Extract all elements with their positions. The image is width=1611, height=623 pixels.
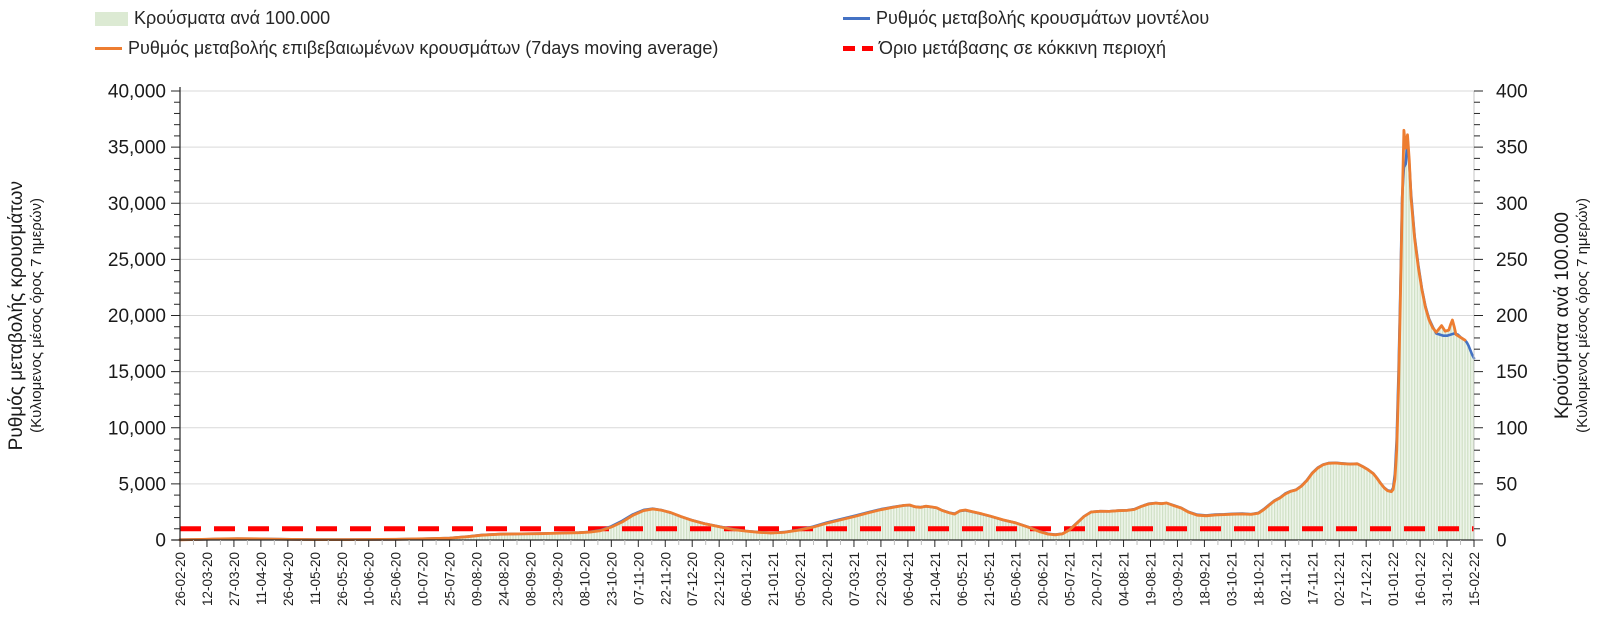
legend-row-1: Κρούσματα ανά 100.000 Ρυθμός μεταβολής κ… xyxy=(0,8,1611,34)
x-tick-label: 21-04-21 xyxy=(928,552,943,606)
right-tick-label: 150 xyxy=(1496,362,1528,383)
left-tick-label: 5,000 xyxy=(118,474,166,495)
x-tick-label: 03-09-21 xyxy=(1170,552,1185,606)
x-tick-label: 11-04-20 xyxy=(254,552,269,605)
x-tick-label: 08-10-20 xyxy=(577,552,592,606)
legend-item-confirmed: Ρυθμός μεταβολής επιβεβαιωμένων κρουσμάτ… xyxy=(95,38,718,59)
right-tick-label: 100 xyxy=(1496,418,1528,439)
x-tick-label: 07-12-20 xyxy=(685,552,700,606)
axes xyxy=(172,87,1475,541)
left-tick-label: 40,000 xyxy=(108,82,166,103)
x-tick-label: 02-11-21 xyxy=(1278,552,1293,605)
right-tick-label: 400 xyxy=(1496,82,1528,103)
right-tick-label: 250 xyxy=(1496,250,1528,271)
x-tick-label: 01-01-22 xyxy=(1386,552,1401,606)
x-tick-label: 08-09-20 xyxy=(523,552,538,606)
x-tick-label: 25-07-20 xyxy=(443,552,458,606)
left-axis-ticks: 0 5,000 10,000 15,000 20,000 25,000 30,000 35,0… xyxy=(108,82,180,552)
confirmed-line-icon xyxy=(95,47,122,50)
x-tick-label: 20-02-21 xyxy=(820,552,835,606)
x-tick-label: 23-10-20 xyxy=(604,552,619,606)
x-tick-label: 17-11-21 xyxy=(1305,552,1320,605)
x-tick-label: 22-11-20 xyxy=(658,552,673,605)
x-tick-label: 06-04-21 xyxy=(901,552,916,606)
x-tick-label: 16-01-22 xyxy=(1413,552,1428,606)
x-tick-label: 03-10-21 xyxy=(1224,552,1239,606)
legend-model-label: Ρυθμός μεταβολής κρουσμάτων μοντέλου xyxy=(876,8,1210,28)
x-tick-label: 23-09-20 xyxy=(550,552,565,606)
x-tick-label: 21-05-21 xyxy=(982,552,997,606)
x-tick-label: 07-11-20 xyxy=(631,552,646,605)
legend-item-threshold: Όριο μετάβασης σε κόκκινη περιοχή xyxy=(843,38,1166,59)
x-tick-label: 06-05-21 xyxy=(955,552,970,606)
x-tick-label: 22-03-21 xyxy=(874,552,889,606)
x-tick-label: 17-12-21 xyxy=(1359,552,1374,606)
right-tick-label: 0 xyxy=(1496,531,1507,552)
right-axis-ticks: 0 50 100 150 200 250 300 350 400 xyxy=(1474,82,1528,552)
x-tick-label: 07-03-21 xyxy=(847,552,862,606)
left-tick-label: 0 xyxy=(155,531,166,552)
x-tick-label: 15-02-22 xyxy=(1467,552,1482,606)
x-axis-ticks: 26-02-20 12-03-20 27-03-20 11-04-20 26-04-20… xyxy=(173,540,1482,606)
x-tick-label: 11-05-20 xyxy=(308,552,323,605)
x-tick-label: 18-09-21 xyxy=(1197,552,1212,606)
right-tick-label: 200 xyxy=(1496,306,1528,327)
x-tick-label: 26-05-20 xyxy=(335,552,350,606)
area-swatch-icon xyxy=(95,11,128,26)
x-tick-label: 22-12-20 xyxy=(712,552,727,606)
right-tick-label: 350 xyxy=(1496,138,1528,159)
model-line-icon xyxy=(843,17,870,20)
x-tick-label: 05-06-21 xyxy=(1009,552,1024,606)
x-tick-label: 31-01-22 xyxy=(1440,552,1455,606)
x-tick-label: 04-08-21 xyxy=(1117,552,1132,606)
left-tick-label: 25,000 xyxy=(108,250,166,271)
x-tick-label: 12-03-20 xyxy=(200,552,215,606)
x-tick-label: 06-01-21 xyxy=(739,552,754,606)
gridlines xyxy=(180,90,1474,485)
x-tick-label: 10-07-20 xyxy=(416,552,431,606)
model-rate-line xyxy=(178,136,1476,541)
legend-confirmed-label: Ρυθμός μεταβολής επιβεβαιωμένων κρουσμάτ… xyxy=(128,38,719,58)
x-tick-label: 18-10-21 xyxy=(1251,552,1266,606)
legend-threshold-label: Όριο μετάβασης σε κόκκινη περιοχή xyxy=(879,38,1167,58)
legend-item-model: Ρυθμός μεταβολής κρουσμάτων μοντέλου xyxy=(843,8,1209,29)
right-tick-label: 50 xyxy=(1496,474,1517,495)
left-tick-label: 15,000 xyxy=(108,362,166,383)
x-tick-label: 24-08-20 xyxy=(497,552,512,606)
x-tick-label: 02-12-21 xyxy=(1332,552,1347,606)
threshold-dash-icon xyxy=(843,46,873,51)
x-tick-label: 26-02-20 xyxy=(173,552,188,606)
confirmed-rate-line xyxy=(178,128,1467,542)
x-tick-label: 21-01-21 xyxy=(766,552,781,606)
right-tick-label: 300 xyxy=(1496,194,1528,215)
x-tick-label: 20-07-21 xyxy=(1090,552,1105,606)
left-tick-label: 20,000 xyxy=(108,306,166,327)
x-tick-label: 20-06-21 xyxy=(1036,552,1051,606)
legend-row-2: Ρυθμός μεταβολής επιβεβαιωμένων κρουσμάτ… xyxy=(0,38,1611,64)
x-tick-label: 10-06-20 xyxy=(362,552,377,606)
left-tick-label: 35,000 xyxy=(108,138,166,159)
x-tick-label: 05-02-21 xyxy=(793,552,808,606)
x-tick-label: 19-08-21 xyxy=(1144,552,1159,606)
x-tick-label: 27-03-20 xyxy=(227,552,242,606)
cases-per-100k-area xyxy=(180,130,1474,541)
x-tick-label: 25-06-20 xyxy=(389,552,404,606)
legend-area-label: Κρούσματα ανά 100.000 xyxy=(134,8,331,28)
x-tick-label: 05-07-21 xyxy=(1063,552,1078,606)
left-tick-label: 30,000 xyxy=(108,194,166,215)
x-tick-label: 09-08-20 xyxy=(470,552,485,606)
x-tick-label: 26-04-20 xyxy=(281,552,296,606)
legend-item-area: Κρούσματα ανά 100.000 xyxy=(95,8,330,29)
left-tick-label: 10,000 xyxy=(108,418,166,439)
